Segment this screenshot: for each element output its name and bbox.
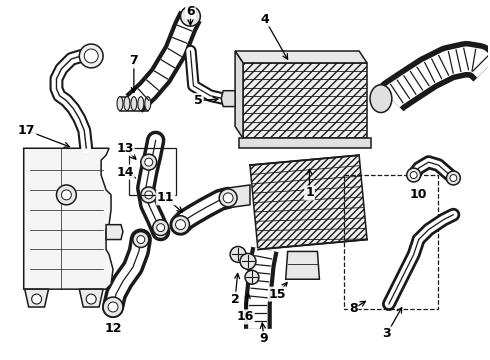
Circle shape [32, 294, 42, 304]
Circle shape [223, 193, 233, 203]
Circle shape [145, 191, 153, 199]
Text: 9: 9 [260, 332, 268, 345]
Circle shape [141, 187, 157, 203]
Circle shape [56, 185, 76, 205]
Polygon shape [235, 51, 367, 63]
Ellipse shape [131, 96, 137, 111]
Text: 10: 10 [410, 188, 427, 201]
Text: 15: 15 [269, 288, 287, 301]
Polygon shape [239, 138, 371, 148]
Text: 16: 16 [236, 310, 254, 323]
Text: 17: 17 [18, 124, 35, 137]
Text: 1: 1 [305, 186, 314, 199]
Text: 2: 2 [231, 293, 240, 306]
Text: 14: 14 [116, 166, 134, 179]
Circle shape [153, 220, 169, 235]
Text: 12: 12 [104, 322, 122, 336]
Circle shape [137, 235, 145, 243]
Text: 4: 4 [261, 13, 269, 26]
Circle shape [230, 247, 246, 262]
Circle shape [407, 168, 420, 182]
Circle shape [79, 44, 103, 68]
Circle shape [446, 171, 460, 185]
Circle shape [141, 154, 157, 170]
Polygon shape [243, 63, 367, 138]
Circle shape [450, 175, 457, 181]
Circle shape [219, 189, 237, 207]
Circle shape [108, 302, 118, 312]
Polygon shape [221, 91, 235, 107]
Polygon shape [24, 148, 113, 289]
Ellipse shape [370, 85, 392, 113]
Circle shape [240, 253, 256, 269]
Text: 7: 7 [129, 54, 138, 67]
Text: 13: 13 [116, 142, 134, 155]
Circle shape [175, 220, 185, 230]
Circle shape [133, 231, 149, 247]
Ellipse shape [138, 96, 144, 111]
Circle shape [84, 49, 98, 63]
Circle shape [103, 297, 123, 317]
Text: 3: 3 [383, 327, 391, 340]
Polygon shape [106, 225, 123, 239]
Circle shape [157, 224, 165, 231]
Ellipse shape [145, 96, 151, 111]
Polygon shape [79, 289, 103, 307]
Text: 11: 11 [157, 192, 174, 204]
Circle shape [86, 294, 96, 304]
Circle shape [245, 270, 259, 284]
Text: 6: 6 [186, 5, 195, 18]
Polygon shape [286, 251, 319, 279]
Circle shape [172, 216, 190, 234]
Circle shape [61, 190, 72, 200]
Polygon shape [235, 51, 243, 138]
Polygon shape [250, 155, 367, 249]
Polygon shape [226, 185, 250, 208]
Circle shape [410, 172, 417, 179]
Circle shape [180, 6, 200, 26]
Text: 5: 5 [194, 94, 203, 107]
Polygon shape [24, 289, 49, 307]
Ellipse shape [124, 96, 130, 111]
Text: 8: 8 [349, 302, 358, 315]
Circle shape [145, 158, 153, 166]
Ellipse shape [117, 96, 123, 111]
